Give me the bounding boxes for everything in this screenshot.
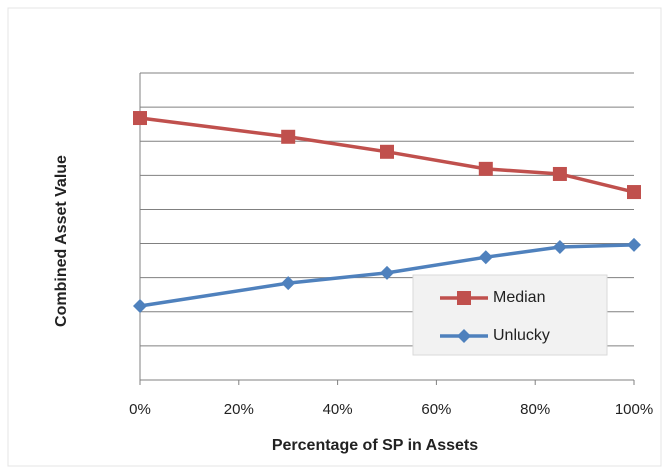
marker [380,265,394,280]
x-tick-label: 60% [421,401,451,418]
legend: Median Unlucky [412,274,608,356]
y-axis-title: Combined Asset Value [53,155,70,327]
marker [133,298,147,313]
marker [627,185,641,200]
marker [552,166,567,181]
marker [478,250,493,265]
marker [133,111,147,126]
x-axis-title: Percentage of SP in Assets [272,437,478,454]
x-tick-label: 20% [224,401,254,418]
legend-marker [457,329,471,343]
legend-label: Unlucky [493,327,550,344]
series-line [139,116,635,194]
legend-marker [457,291,471,305]
marker [281,129,296,144]
legend-box [412,274,608,356]
series-line [139,243,635,308]
x-tick-label: 80% [520,401,550,418]
chart-frame [7,7,662,467]
marker [380,144,394,159]
x-tick-label: 0% [129,401,151,418]
legend-label: Median [493,289,545,306]
marker [281,276,296,291]
x-tick-label: 100% [615,401,653,418]
x-tick-label: 40% [323,401,353,418]
marker [478,161,493,176]
marker [552,239,567,254]
marker [627,237,641,252]
